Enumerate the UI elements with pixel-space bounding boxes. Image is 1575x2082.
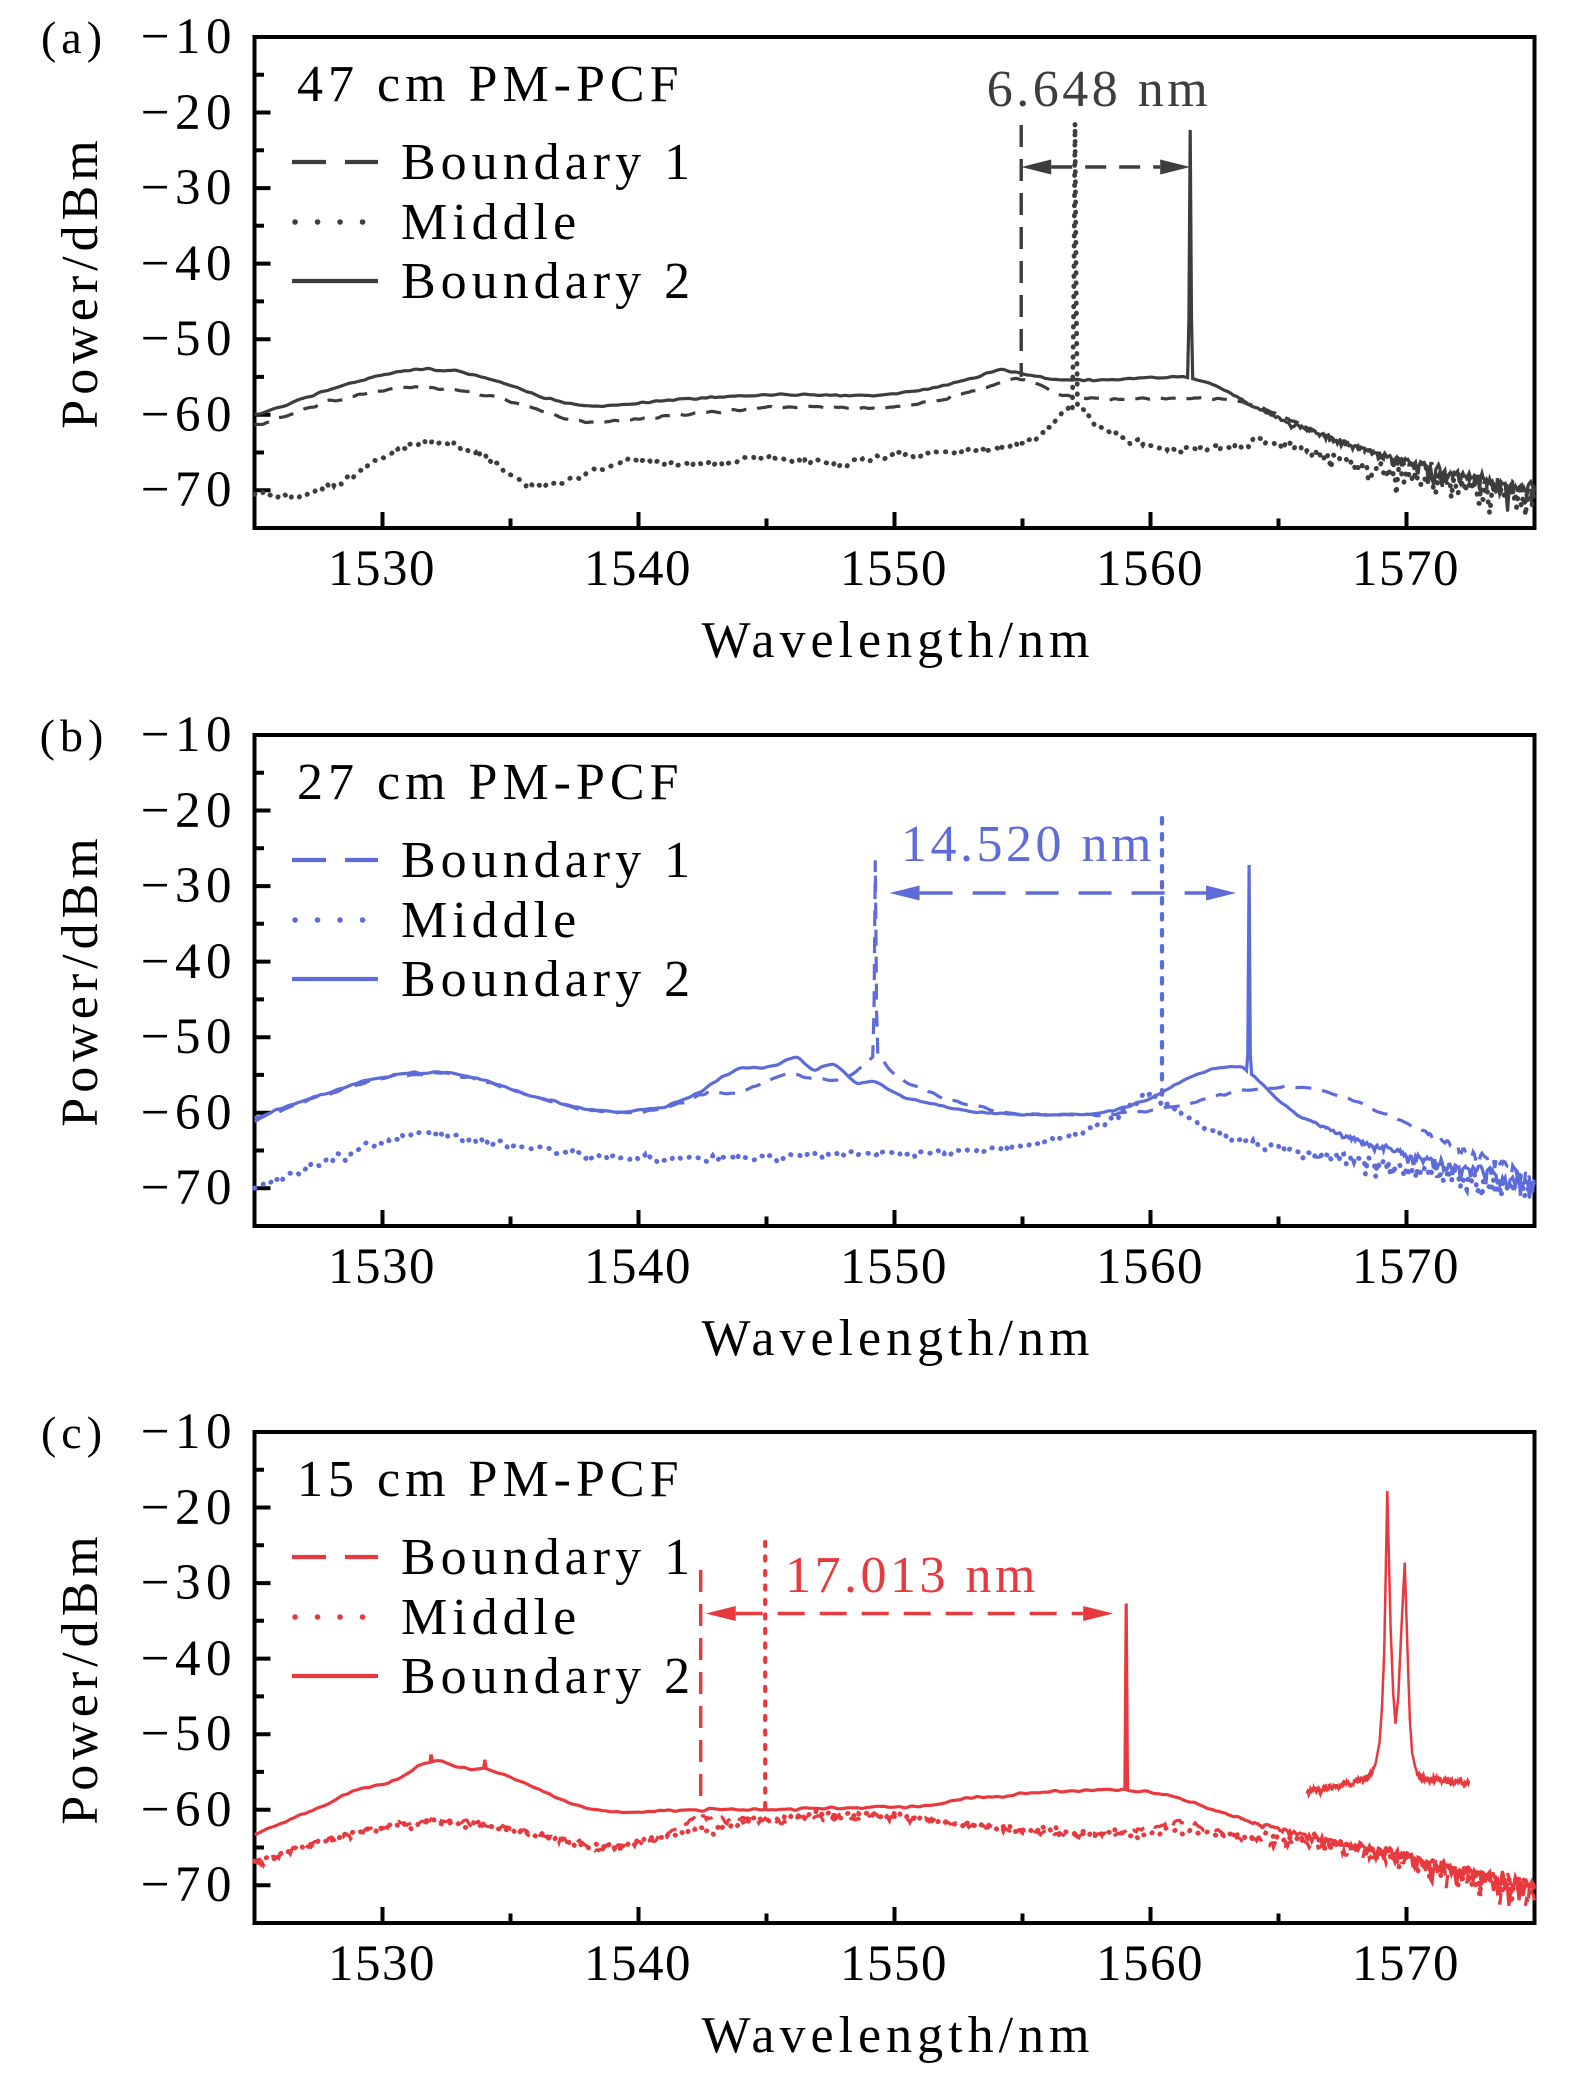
svg-text:Power/dBm: Power/dBm bbox=[52, 1531, 109, 1824]
svg-text:−10: −10 bbox=[141, 1404, 237, 1460]
svg-text:1560: 1560 bbox=[1096, 541, 1204, 597]
svg-text:1560: 1560 bbox=[1096, 1239, 1204, 1295]
svg-text:−50: −50 bbox=[141, 1009, 237, 1065]
svg-text:17.013 nm: 17.013 nm bbox=[785, 1547, 1039, 1604]
svg-text:−30: −30 bbox=[141, 160, 237, 216]
svg-text:Boundary 1: Boundary 1 bbox=[401, 134, 695, 191]
svg-text:Boundary 1: Boundary 1 bbox=[401, 832, 695, 889]
svg-text:1570: 1570 bbox=[1352, 1936, 1460, 1992]
svg-text:1540: 1540 bbox=[584, 1239, 692, 1295]
svg-text:1540: 1540 bbox=[584, 541, 692, 597]
svg-text:−30: −30 bbox=[141, 858, 237, 914]
svg-text:−10: −10 bbox=[141, 9, 237, 65]
svg-text:1550: 1550 bbox=[840, 1936, 948, 1992]
svg-text:Middle: Middle bbox=[401, 892, 581, 949]
svg-text:1550: 1550 bbox=[840, 1239, 948, 1295]
svg-text:Middle: Middle bbox=[401, 1589, 581, 1646]
svg-text:1530: 1530 bbox=[328, 1936, 436, 1992]
svg-text:6.648 nm: 6.648 nm bbox=[987, 61, 1211, 118]
svg-text:−70: −70 bbox=[141, 1160, 237, 1216]
svg-text:47 cm PM-PCF: 47 cm PM-PCF bbox=[297, 56, 684, 113]
svg-text:−30: −30 bbox=[141, 1555, 237, 1611]
svg-text:−40: −40 bbox=[141, 934, 237, 990]
svg-text:−40: −40 bbox=[141, 236, 237, 292]
svg-text:Wavelength/nm: Wavelength/nm bbox=[702, 1310, 1095, 1367]
svg-text:−60: −60 bbox=[141, 387, 237, 443]
svg-text:Boundary 1: Boundary 1 bbox=[401, 1529, 695, 1586]
svg-text:−70: −70 bbox=[141, 1857, 237, 1913]
svg-text:Power/dBm: Power/dBm bbox=[52, 135, 109, 428]
svg-text:(c): (c) bbox=[41, 1407, 107, 1458]
svg-text:1530: 1530 bbox=[328, 1239, 436, 1295]
svg-text:Wavelength/nm: Wavelength/nm bbox=[702, 612, 1095, 669]
svg-text:Boundary 2: Boundary 2 bbox=[401, 253, 695, 310]
svg-text:−60: −60 bbox=[141, 1085, 237, 1141]
svg-text:1550: 1550 bbox=[840, 541, 948, 597]
svg-text:Wavelength/nm: Wavelength/nm bbox=[702, 2007, 1095, 2064]
svg-text:Middle: Middle bbox=[401, 194, 581, 251]
svg-text:1530: 1530 bbox=[328, 541, 436, 597]
svg-text:−10: −10 bbox=[141, 707, 237, 763]
svg-text:−50: −50 bbox=[141, 1706, 237, 1762]
svg-text:−20: −20 bbox=[141, 783, 237, 839]
svg-text:1570: 1570 bbox=[1352, 541, 1460, 597]
svg-text:Power/dBm: Power/dBm bbox=[52, 833, 109, 1126]
svg-text:15 cm PM-PCF: 15 cm PM-PCF bbox=[297, 1451, 684, 1508]
svg-text:1540: 1540 bbox=[584, 1936, 692, 1992]
svg-text:−70: −70 bbox=[141, 462, 237, 518]
svg-text:−20: −20 bbox=[141, 85, 237, 141]
svg-text:(b): (b) bbox=[40, 710, 109, 761]
svg-text:−50: −50 bbox=[141, 311, 237, 367]
svg-text:1570: 1570 bbox=[1352, 1239, 1460, 1295]
svg-text:−20: −20 bbox=[141, 1480, 237, 1536]
svg-text:1560: 1560 bbox=[1096, 1936, 1204, 1992]
svg-text:Boundary 2: Boundary 2 bbox=[401, 1648, 695, 1705]
svg-text:−60: −60 bbox=[141, 1782, 237, 1838]
svg-text:14.520 nm: 14.520 nm bbox=[901, 816, 1155, 873]
svg-text:27 cm PM-PCF: 27 cm PM-PCF bbox=[297, 754, 684, 811]
svg-text:Boundary 2: Boundary 2 bbox=[401, 951, 695, 1008]
svg-text:(a): (a) bbox=[41, 12, 107, 63]
svg-text:−40: −40 bbox=[141, 1631, 237, 1687]
